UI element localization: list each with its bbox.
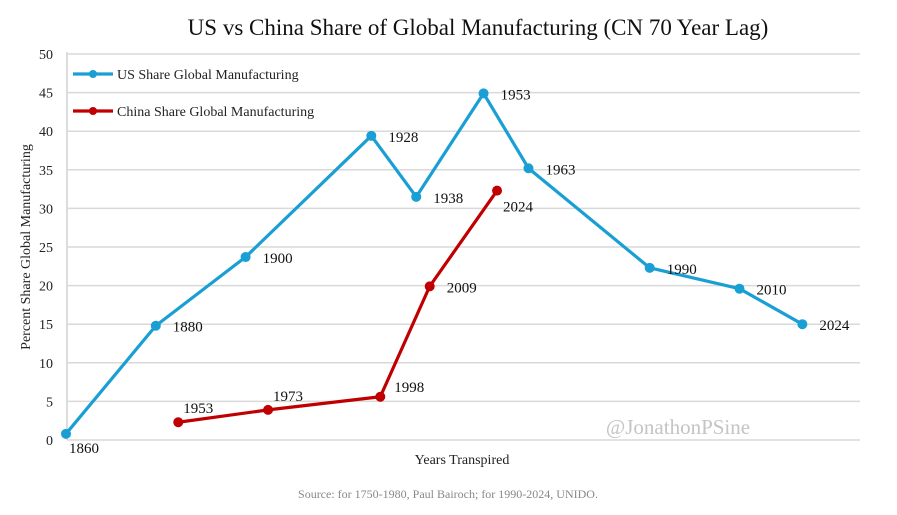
legend-label: US Share Global Manufacturing [117,68,299,83]
data-point [263,404,274,415]
data-point [734,283,745,294]
data-point [644,262,655,273]
data-point [424,281,435,292]
data-point [366,130,377,141]
y-tick-label: 0 [46,434,53,449]
legend-label: China Share Global Manufacturing [117,105,314,120]
y-tick-label: 30 [39,202,53,217]
y-tick-label: 15 [39,318,53,333]
data-point [523,163,534,174]
data-point [150,320,161,331]
data-label: 1963 [545,162,575,178]
data-label: 1973 [273,389,303,405]
data-label: 2009 [447,280,477,296]
data-label: 1998 [394,380,424,396]
data-point [492,185,503,196]
data-label: 1953 [183,401,213,417]
data-label: 1900 [263,251,293,267]
data-label: 1928 [388,130,418,146]
data-label: 1953 [501,87,531,103]
data-label: 2024 [819,318,850,334]
y-tick-label: 10 [39,357,53,372]
y-tick-label: 40 [39,125,53,140]
y-tick-label: 35 [39,164,53,179]
x-axis-label: Years Transpired [415,453,510,468]
data-label: 1938 [433,191,463,207]
data-point [478,88,489,99]
data-label: 1880 [173,320,203,336]
source-note: Source: for 1750-1980, Paul Bairoch; for… [298,487,598,501]
y-tick-label: 20 [39,280,53,295]
data-point [797,319,808,330]
legend: US Share Global Manufacturing China Share… [73,68,314,120]
data-point [411,191,422,202]
legend-marker [89,107,97,115]
data-label: 2010 [757,283,787,299]
data-point [61,428,71,439]
data-label: 1990 [667,262,697,278]
y-axis-label: Percent Share Global Manufacturing [19,144,34,350]
y-tick-label: 50 [39,48,53,63]
watermark: @JonathonPSine [606,415,750,439]
y-tick-label: 5 [46,395,53,410]
y-tick-label: 45 [39,87,53,102]
data-point [240,252,251,263]
data-point [173,417,184,428]
data-label: 1860 [69,441,99,457]
data-point [375,391,386,402]
data-label: 2024 [503,200,534,216]
legend-marker [89,70,97,78]
series-line-us [64,91,804,435]
chart-title: US vs China Share of Global Manufacturin… [188,15,769,40]
y-tick-label: 25 [39,241,53,256]
series-line-china [178,189,499,424]
